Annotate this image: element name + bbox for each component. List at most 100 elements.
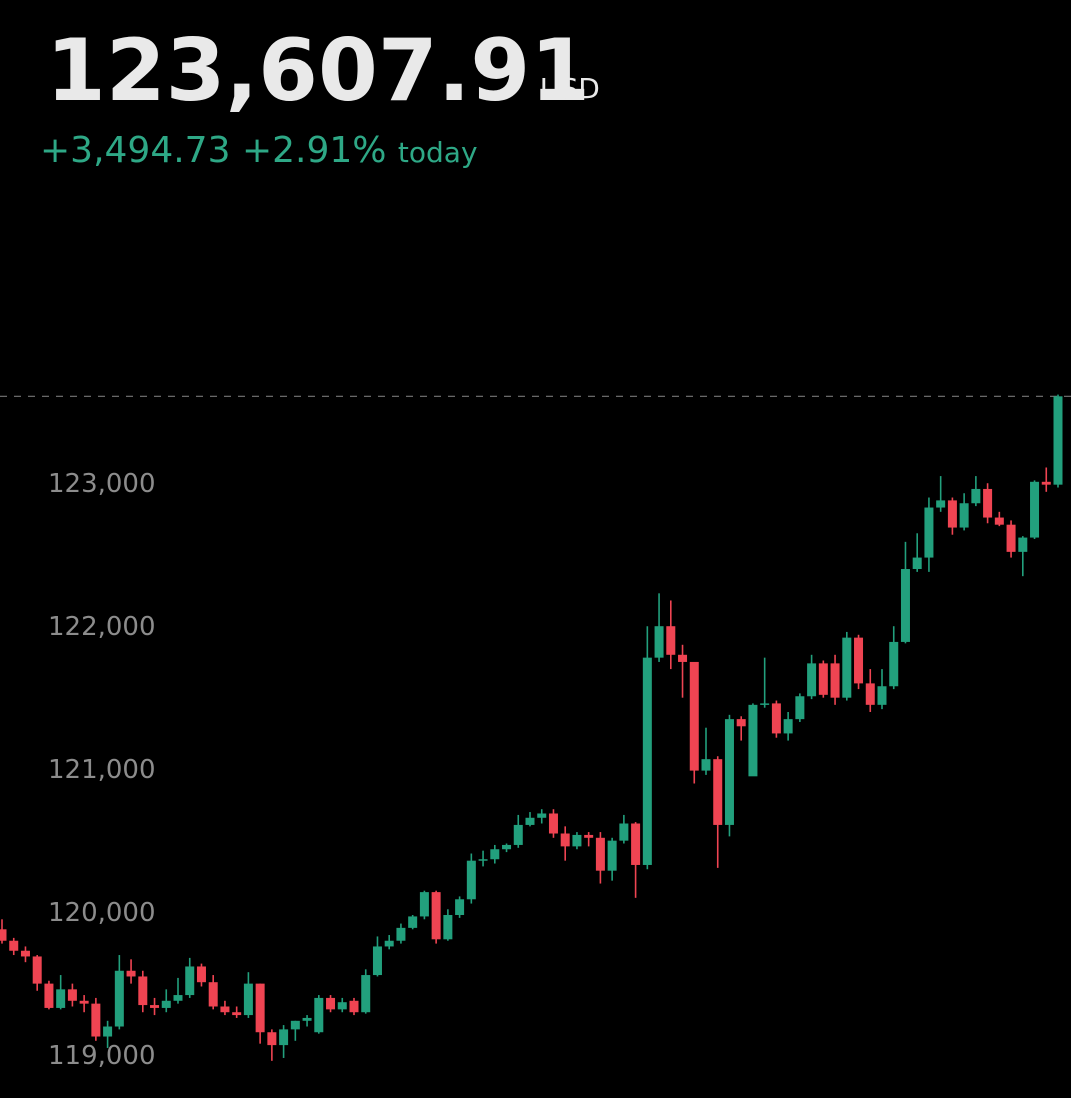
candle-body — [44, 983, 54, 1008]
candle-body — [384, 940, 394, 947]
candle-body — [9, 940, 19, 951]
candle-body — [795, 696, 805, 720]
candle-body — [314, 997, 324, 1033]
y-tick-label: 123,000 — [48, 469, 156, 499]
candle-body — [502, 844, 512, 850]
candle-body — [666, 626, 676, 655]
candle-body — [91, 1003, 101, 1037]
change-pct: +2.91% — [242, 130, 387, 171]
change-line: +3,494.73 +2.91% today — [40, 130, 478, 171]
change: +3,494.73 — [40, 130, 230, 171]
candle-body — [525, 817, 535, 825]
candle-body — [830, 663, 840, 698]
candle-body — [912, 557, 922, 570]
candle-body — [232, 1012, 242, 1016]
candle-body — [560, 833, 570, 847]
candle-body — [419, 892, 429, 917]
candle-body — [607, 840, 617, 871]
candle-body — [220, 1006, 230, 1013]
candle-body — [642, 657, 652, 865]
candle-body — [150, 1005, 160, 1008]
candle-body — [1041, 481, 1051, 485]
candle-body — [900, 569, 910, 642]
y-tick-label: 119,000 — [48, 1041, 156, 1071]
candle-body — [724, 719, 734, 825]
candle-body — [255, 983, 265, 1033]
candle-body — [290, 1020, 300, 1030]
candle-body — [455, 899, 465, 915]
candle-body — [760, 703, 770, 705]
candle-body — [619, 823, 629, 841]
candle-body — [1006, 524, 1016, 552]
candle-body — [572, 834, 582, 847]
candle-body — [936, 500, 946, 508]
candle-body — [138, 976, 148, 1006]
period: today — [398, 136, 478, 169]
candle-body — [267, 1032, 277, 1046]
candle-body — [783, 719, 793, 734]
candle-body — [302, 1017, 312, 1021]
candle-body — [537, 813, 547, 818]
y-tick-label: 122,000 — [48, 612, 156, 642]
candle-body — [818, 663, 828, 695]
candle-body — [771, 703, 781, 734]
candle-body — [56, 989, 66, 1008]
candle-body — [947, 500, 957, 528]
candle-body — [854, 637, 864, 684]
candle-body — [654, 626, 664, 658]
candle-body — [32, 956, 42, 984]
candle-body — [466, 860, 476, 900]
candle-body — [1018, 537, 1028, 552]
candle-body — [161, 1000, 171, 1008]
price: 123,607.91 — [46, 21, 590, 121]
y-tick-label: 121,000 — [48, 755, 156, 785]
candle-body — [748, 704, 758, 777]
candle-body — [173, 995, 183, 1001]
y-tick-label: 120,000 — [48, 898, 156, 928]
candle-body — [513, 824, 523, 845]
candle-body — [361, 975, 371, 1013]
candle-body — [994, 517, 1004, 525]
candle-body — [971, 488, 981, 504]
candle-body — [337, 1002, 347, 1010]
candle-body — [736, 719, 746, 727]
candle-body — [842, 637, 852, 698]
candle-body — [126, 970, 136, 977]
candle-body — [701, 759, 711, 771]
candle-body — [548, 813, 558, 834]
candle-body — [631, 823, 641, 865]
candle-body — [408, 916, 418, 928]
candle-body — [103, 1026, 113, 1037]
currency: USD — [540, 72, 600, 105]
candle-body — [443, 915, 453, 940]
candle-body — [185, 966, 195, 996]
candle-body — [478, 859, 488, 861]
candle-body — [1030, 481, 1040, 538]
candle-body — [678, 654, 688, 662]
candle-body — [584, 834, 594, 838]
candle-body — [431, 892, 441, 940]
candle-body — [807, 663, 817, 697]
candle-body — [326, 997, 336, 1010]
candle-body — [114, 970, 124, 1027]
candle-body — [924, 507, 934, 558]
candle-body — [713, 759, 723, 825]
candle-body — [595, 837, 605, 871]
candle-body — [243, 983, 253, 1016]
candle-body — [208, 982, 218, 1007]
candle-body — [1053, 396, 1063, 485]
candle-body — [689, 661, 699, 771]
candle-body — [279, 1029, 289, 1046]
candle-body — [79, 1000, 89, 1004]
candle-body — [372, 946, 382, 976]
candle-body — [865, 683, 875, 705]
candle-body — [490, 849, 500, 860]
candle-body — [396, 927, 406, 941]
candle-body — [349, 1000, 359, 1013]
candle-body — [889, 641, 899, 687]
candle-body — [196, 966, 206, 983]
candle-body — [983, 488, 993, 518]
candle-body — [20, 950, 30, 957]
